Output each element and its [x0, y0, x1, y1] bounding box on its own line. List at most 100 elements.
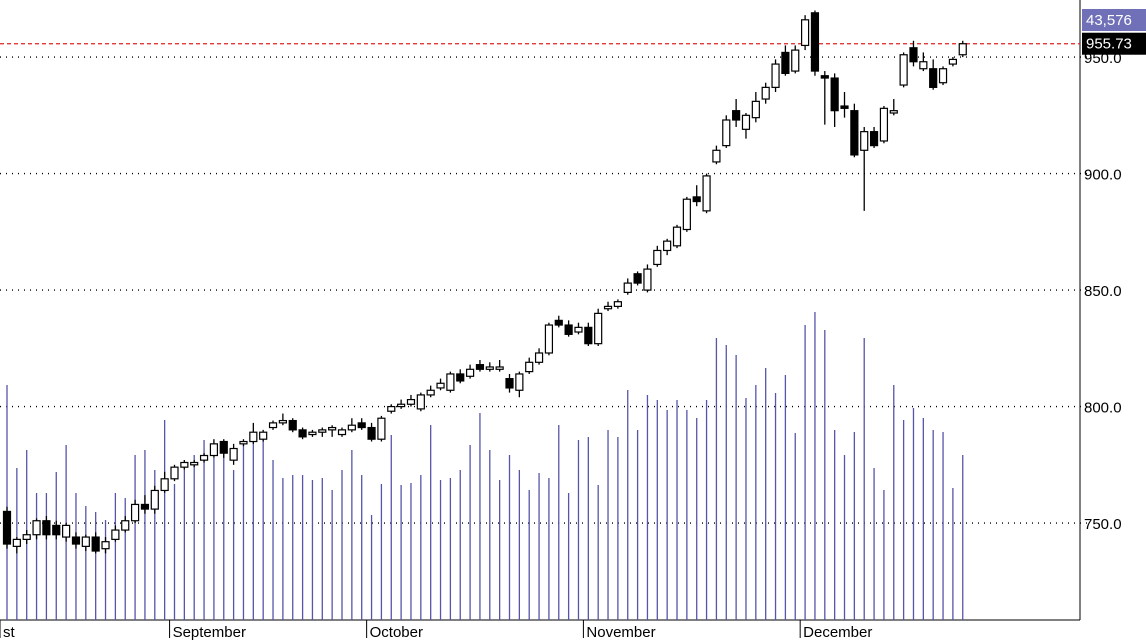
- candle-body: [12, 538, 21, 547]
- candle-body: [91, 536, 100, 552]
- candle-body: [741, 114, 751, 130]
- candle-body: [268, 422, 278, 429]
- candle-body: [554, 319, 563, 326]
- candle-body: [830, 77, 839, 112]
- candle-body: [594, 312, 603, 345]
- candle-body: [712, 149, 721, 163]
- candle-body: [938, 68, 948, 84]
- candle-body: [397, 403, 406, 408]
- candle-body: [820, 75, 829, 79]
- candle-body: [485, 366, 494, 370]
- candle-body: [42, 520, 51, 536]
- candle-body: [515, 373, 524, 391]
- candle-body: [278, 419, 287, 424]
- candle-body: [140, 503, 150, 510]
- candle-body: [111, 529, 120, 540]
- candle-body: [150, 489, 159, 510]
- candle-body: [810, 12, 820, 72]
- y-tick-label: 900.0: [1084, 167, 1122, 184]
- candle-body: [308, 431, 317, 436]
- candle-body: [71, 536, 81, 545]
- candle-body: [909, 47, 918, 63]
- candle-body: [298, 429, 307, 438]
- candle-body: [584, 326, 593, 345]
- candle-body: [190, 461, 199, 466]
- candle-body: [574, 326, 583, 333]
- candle-body: [2, 510, 12, 545]
- candle-body: [219, 440, 228, 454]
- candle-body: [416, 394, 425, 410]
- candle-body: [722, 119, 731, 147]
- candle-body: [495, 366, 504, 370]
- candle-body: [406, 398, 416, 405]
- candle-body: [761, 86, 770, 100]
- price-badge: [1082, 32, 1146, 55]
- candle-body: [525, 361, 534, 373]
- x-tick-label: September: [173, 624, 246, 641]
- y-tick-label: 850.0: [1084, 283, 1122, 300]
- candle-body: [544, 324, 554, 354]
- candle-body: [367, 426, 376, 440]
- candle-body: [239, 440, 248, 445]
- y-tick-label: 800.0: [1084, 400, 1122, 417]
- y-tick-label: 750.0: [1084, 516, 1122, 533]
- candle-body: [130, 503, 140, 522]
- candle-body: [259, 431, 268, 440]
- candle-body: [564, 324, 573, 335]
- candle-body: [781, 51, 790, 74]
- candle-body: [751, 100, 760, 119]
- candle-body: [121, 520, 130, 531]
- candle-body: [318, 429, 327, 433]
- candle-body: [209, 443, 219, 457]
- candle-body: [160, 478, 169, 492]
- candle-body: [22, 534, 31, 540]
- candle-body: [791, 49, 800, 72]
- candle-body: [534, 352, 544, 363]
- candle-body: [919, 61, 928, 70]
- candle-body: [62, 524, 71, 538]
- candle-body: [850, 110, 859, 156]
- candle-body: [958, 43, 967, 56]
- candle-body: [613, 301, 622, 307]
- x-tick-label: December: [803, 624, 872, 641]
- candle-body: [101, 541, 110, 550]
- volume-badge-label: 43,576: [1086, 12, 1132, 29]
- candle-body: [929, 68, 938, 88]
- x-tick-label: November: [586, 624, 655, 641]
- candle-body: [603, 305, 613, 310]
- candle-body: [692, 196, 701, 203]
- price-badge-label: 955.73: [1086, 36, 1132, 53]
- candle-body: [840, 105, 849, 109]
- candle-body: [860, 131, 869, 151]
- candle-body: [81, 536, 90, 547]
- candle-body: [869, 131, 879, 147]
- candle-body: [170, 466, 179, 480]
- candle-body: [249, 431, 258, 443]
- candle-body: [643, 268, 652, 291]
- candle-body: [889, 110, 898, 114]
- x-tick-label: st: [3, 624, 16, 641]
- candle-body: [387, 405, 396, 412]
- candle-body: [347, 424, 356, 431]
- candle-body: [456, 373, 465, 382]
- candle-body: [446, 373, 455, 391]
- candle-body: [475, 364, 485, 370]
- candle-body: [52, 524, 61, 536]
- candle-body: [32, 520, 41, 536]
- candle-body: [800, 19, 810, 47]
- candle-body: [337, 429, 347, 436]
- candle-body: [672, 226, 682, 247]
- candle-body: [426, 389, 435, 396]
- candle-body: [682, 198, 691, 231]
- candle-body: [199, 454, 209, 461]
- candle-body: [948, 58, 957, 65]
- candle-body: [623, 282, 632, 294]
- candle-body: [771, 63, 780, 88]
- candle-body: [377, 417, 386, 440]
- candle-body: [328, 426, 337, 431]
- candle-body: [633, 273, 642, 284]
- candle-body: [653, 249, 662, 266]
- candle-body: [732, 110, 741, 121]
- candle-body: [357, 422, 366, 429]
